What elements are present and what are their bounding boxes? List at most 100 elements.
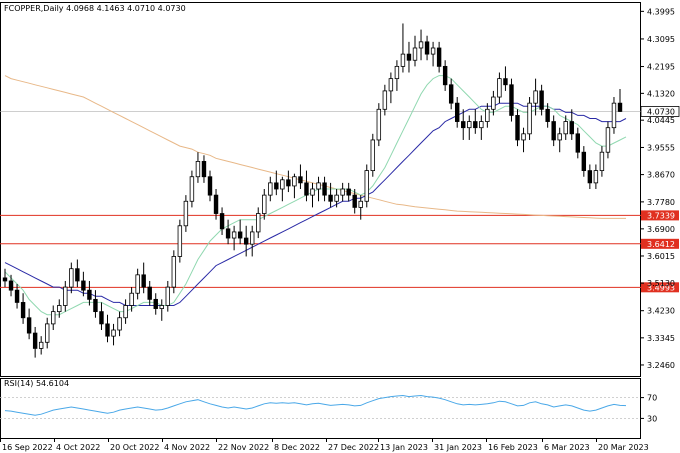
candle-up xyxy=(159,305,164,309)
candle-up xyxy=(605,127,611,153)
candle-down xyxy=(515,115,520,141)
candle-up xyxy=(334,194,339,202)
rsi-label: RSI(14) 54.6104 xyxy=(4,379,69,388)
candle-down xyxy=(141,274,146,288)
candle-up xyxy=(521,133,526,141)
candle-down xyxy=(243,237,249,245)
candle-down xyxy=(213,194,219,214)
candle-up xyxy=(256,213,261,233)
candle-down xyxy=(346,188,351,196)
time-tick-label: 16 Sep 2022 xyxy=(2,443,53,452)
price-tick-label: 4.1320 xyxy=(647,89,675,98)
candle-down xyxy=(237,231,243,239)
candle-up xyxy=(51,311,56,325)
candle-up xyxy=(599,151,605,172)
price-axis: 4.3995 4.3095 4.2195 4.1320 4.0445 3.9555 3.86… xyxy=(640,7,675,370)
candle-down xyxy=(352,194,357,208)
candle-down xyxy=(575,133,581,153)
rsi-panel: 70 30 xyxy=(0,394,657,423)
candle-up xyxy=(177,225,183,257)
candle-up xyxy=(189,176,195,202)
time-tick-label: 16 Feb 2023 xyxy=(488,443,538,452)
candle-up xyxy=(533,90,538,104)
last-price-badge xyxy=(640,106,680,117)
candle-down xyxy=(20,302,26,319)
candle-down xyxy=(442,65,448,86)
horizontal-levels: 3.7339 3.6412 3.4993 4.0730 xyxy=(0,106,680,293)
chart-frame xyxy=(0,2,641,439)
price-tick-label: 3.3345 xyxy=(647,334,675,343)
rsi-pane-border xyxy=(0,378,641,439)
candle-down xyxy=(539,90,544,110)
price-pane-border xyxy=(0,2,641,377)
candle-down xyxy=(509,84,514,116)
candle-up xyxy=(563,121,568,135)
candle-down xyxy=(503,78,508,86)
candle-down xyxy=(153,298,158,309)
candles xyxy=(2,23,623,358)
candle-down xyxy=(99,311,104,325)
candle-up xyxy=(557,133,562,141)
candle-down xyxy=(207,176,213,196)
time-tick-label: 22 Nov 2022 xyxy=(218,443,269,452)
price-tick-label: 3.8670 xyxy=(647,171,675,180)
candle-down xyxy=(274,182,279,190)
fast-ma-line xyxy=(4,75,627,316)
level-label: 3.4993 xyxy=(647,283,675,292)
candle-down xyxy=(424,41,430,55)
chart-header: FCOPPER,Daily 4.0968 4.1463 4.0710 4.073… xyxy=(4,4,186,13)
candle-down xyxy=(581,151,587,172)
rsi-line xyxy=(4,394,627,416)
candle-down xyxy=(14,289,20,303)
candle-down xyxy=(286,179,291,187)
candle-down xyxy=(322,182,327,196)
candle-down xyxy=(219,213,225,230)
candle-up xyxy=(63,286,68,306)
candle-up xyxy=(123,305,128,319)
candle-down xyxy=(461,121,466,129)
candle-down xyxy=(105,323,110,337)
candle-up xyxy=(310,188,315,196)
candle-up xyxy=(394,65,400,80)
candle-up xyxy=(262,194,267,214)
candle-down xyxy=(304,182,309,196)
candle-up xyxy=(292,176,297,187)
moving-averages xyxy=(4,75,627,316)
candle-up xyxy=(280,179,285,190)
candle-up xyxy=(69,268,74,288)
candle-down xyxy=(617,102,623,112)
candle-down xyxy=(569,121,574,135)
candle-up xyxy=(611,102,617,129)
candle-up xyxy=(57,305,62,313)
candle-up xyxy=(430,47,436,55)
candle-up xyxy=(485,108,490,122)
time-tick-label: 13 Jan 2023 xyxy=(380,443,428,452)
candle-up xyxy=(527,102,532,135)
price-tick-label: 4.3095 xyxy=(647,35,675,44)
level-label: 3.6412 xyxy=(647,240,675,249)
candle-up xyxy=(165,286,171,306)
candle-up xyxy=(388,78,394,92)
candle-down xyxy=(87,289,92,300)
candle-up xyxy=(249,231,255,245)
candle-up xyxy=(497,78,502,98)
candle-up xyxy=(467,121,472,129)
candle-up xyxy=(491,96,496,110)
price-tick-label: 3.6900 xyxy=(647,225,675,234)
candle-down xyxy=(75,268,80,282)
level-badge xyxy=(641,210,679,221)
candle-up xyxy=(44,323,50,343)
price-tick-label: 3.4230 xyxy=(647,307,675,316)
candle-down xyxy=(545,108,550,122)
candle-down xyxy=(454,102,460,122)
candle-down xyxy=(8,280,14,291)
candle-up xyxy=(382,90,388,110)
time-tick-label: 4 Nov 2022 xyxy=(164,443,210,452)
level-badge xyxy=(641,238,679,249)
candle-up xyxy=(117,317,122,331)
time-tick-label: 6 Mar 2023 xyxy=(544,443,590,452)
price-tick-label: 3.9555 xyxy=(647,143,675,152)
candle-up xyxy=(135,274,140,294)
candle-down xyxy=(32,332,38,349)
